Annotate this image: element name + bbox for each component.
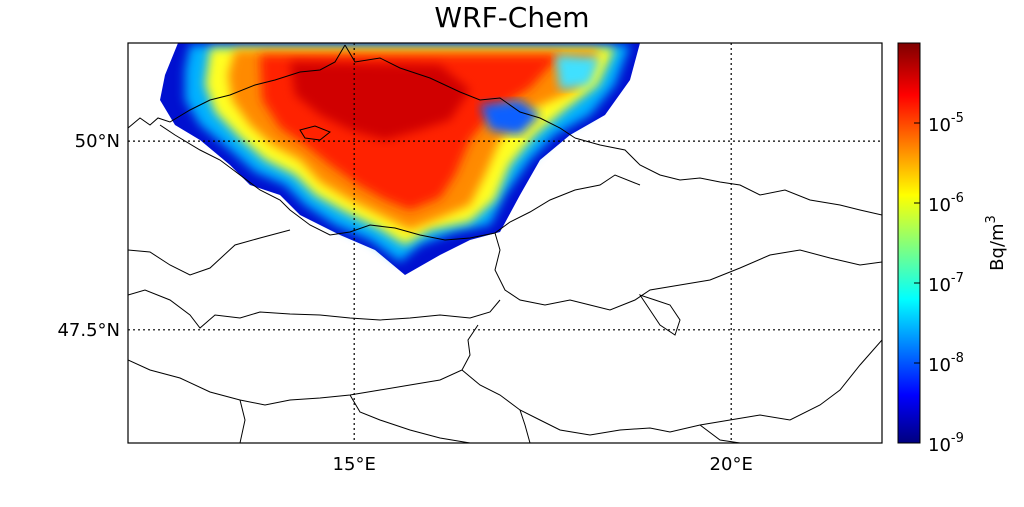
colorbar-tick-label: 10-9 xyxy=(928,431,964,456)
map-frame xyxy=(127,42,883,444)
concentration-plume xyxy=(160,43,640,275)
colorbar-gradient xyxy=(897,42,921,444)
colorbar-tick-label: 10-7 xyxy=(928,271,964,296)
lon-tick-label: 20°E xyxy=(710,454,753,475)
gridlines xyxy=(128,43,882,443)
map-title: WRF-Chem xyxy=(434,1,589,34)
lat-tick-label: 50°N xyxy=(75,131,120,152)
lon-tick-label: 15°E xyxy=(333,454,376,475)
lat-tick-label: 47.5°N xyxy=(57,320,120,341)
colorbar-tick-label: 10-5 xyxy=(928,111,964,136)
colorbar-tick-label: 10-6 xyxy=(928,191,964,216)
colorbar-tick-label: 10-8 xyxy=(928,351,964,376)
colorbar: 10-5 10-6 10-7 10-8 10-9 Bq/m3 xyxy=(897,42,1008,456)
colorbar-label: Bq/m3 xyxy=(984,215,1008,271)
map-area xyxy=(128,43,882,443)
country-borders xyxy=(128,44,882,443)
